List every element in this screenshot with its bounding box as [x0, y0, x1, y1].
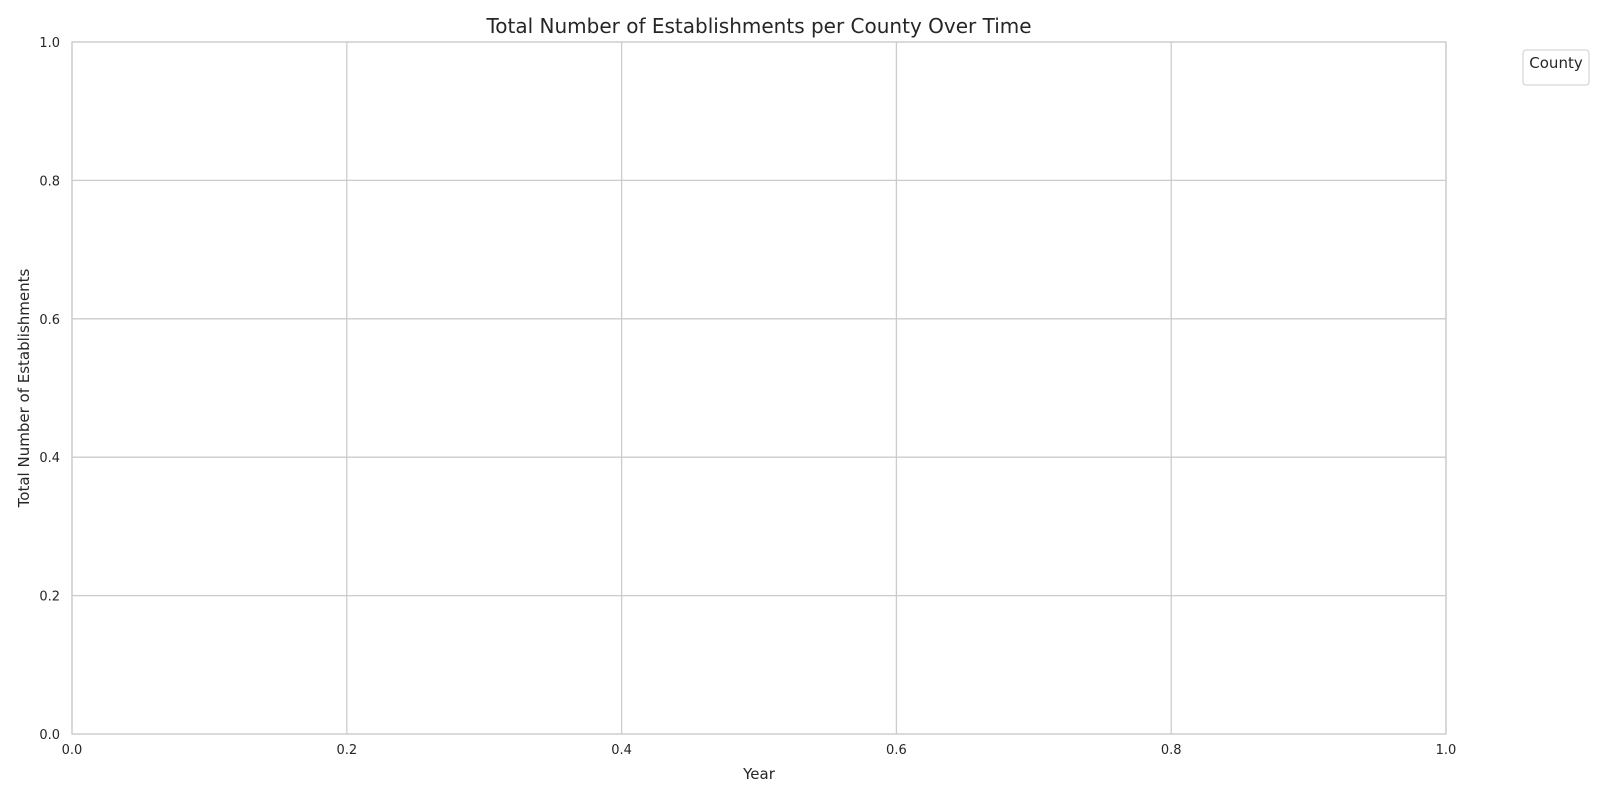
x-tick-label: 0.8 [1161, 743, 1182, 758]
legend: County [1522, 49, 1590, 86]
legend-title: County [1529, 54, 1583, 72]
y-tick-label: 0.8 [39, 174, 60, 189]
x-tick-label: 0.2 [336, 743, 357, 758]
x-tick-label: 0.4 [611, 743, 632, 758]
x-axis-label: Year [742, 765, 776, 783]
y-axis-label: Total Number of Establishments [15, 268, 33, 508]
y-tick-label: 0.2 [39, 590, 60, 605]
y-tick-label: 0.0 [39, 728, 60, 743]
y-tick-label: 0.6 [39, 313, 60, 328]
x-tick-label: 0.0 [62, 743, 83, 758]
chart-title: Total Number of Establishments per Count… [485, 14, 1031, 38]
x-tick-label: 1.0 [1436, 743, 1457, 758]
y-tick-label: 0.4 [39, 451, 60, 466]
y-axis-ticks: 0.0 0.2 0.4 0.6 0.8 1.0 [39, 36, 60, 743]
y-tick-label: 1.0 [39, 36, 60, 51]
x-tick-label: 0.6 [886, 743, 907, 758]
legend-box [1522, 49, 1590, 86]
plot-area-frame [71, 41, 1447, 735]
x-axis-ticks: 0.0 0.2 0.4 0.6 0.8 1.0 [62, 743, 1457, 758]
gridlines [71, 41, 1447, 735]
